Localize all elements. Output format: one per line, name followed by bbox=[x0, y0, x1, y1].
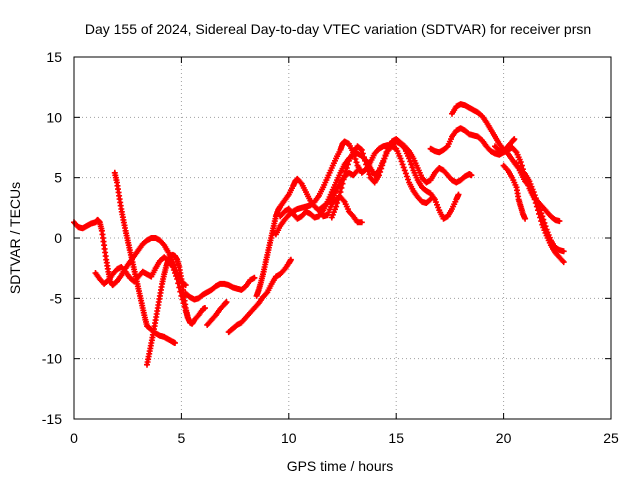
series-arc bbox=[225, 256, 294, 336]
series-arc bbox=[144, 251, 208, 368]
data-point-markers bbox=[427, 125, 518, 158]
x-tick-labels: 0 5 10 15 20 25 bbox=[70, 430, 619, 446]
data-point-markers bbox=[204, 299, 230, 328]
x-axis-label: GPS time / hours bbox=[287, 458, 394, 474]
y-tick-label: 10 bbox=[46, 109, 62, 125]
data-point-markers bbox=[328, 136, 475, 221]
x-tick-label: 5 bbox=[178, 430, 186, 446]
data-point-markers bbox=[500, 162, 529, 222]
y-tick-label: -10 bbox=[42, 351, 62, 367]
series-arc bbox=[204, 299, 230, 328]
series-arc bbox=[315, 194, 365, 226]
data-point-markers bbox=[144, 251, 208, 368]
y-tick-label: -15 bbox=[42, 411, 62, 427]
series-arc bbox=[328, 136, 475, 221]
y-axis-label: SDTVAR / TECUs bbox=[7, 182, 23, 294]
axis-ticks bbox=[73, 56, 612, 420]
data-point-markers bbox=[315, 194, 365, 226]
x-tick-label: 0 bbox=[70, 430, 78, 446]
y-tick-label: 15 bbox=[46, 49, 62, 65]
series-arc bbox=[92, 254, 191, 321]
data-point-markers bbox=[253, 167, 361, 299]
data-point-markers bbox=[513, 160, 567, 266]
data-point-markers bbox=[182, 274, 258, 303]
y-tick-label: 0 bbox=[54, 230, 62, 246]
x-tick-label: 25 bbox=[603, 430, 619, 446]
data-point-markers bbox=[92, 254, 191, 321]
x-tick-label: 10 bbox=[281, 430, 297, 446]
x-tick-label: 20 bbox=[496, 430, 512, 446]
series-arc bbox=[253, 167, 361, 299]
data-series bbox=[71, 101, 567, 368]
x-tick-label: 15 bbox=[388, 430, 404, 446]
data-point-markers bbox=[225, 256, 294, 336]
chart-title: Day 155 of 2024, Sidereal Day-to-day VTE… bbox=[85, 21, 591, 37]
y-tick-label: 5 bbox=[54, 170, 62, 186]
series-arc bbox=[500, 162, 529, 222]
y-tick-labels: -15 -10 -5 0 5 10 15 bbox=[42, 49, 62, 427]
y-tick-label: -5 bbox=[50, 290, 63, 306]
series-arc bbox=[182, 274, 258, 303]
series-arc bbox=[513, 160, 567, 266]
series-arc bbox=[427, 125, 518, 158]
series-arc bbox=[111, 169, 178, 346]
